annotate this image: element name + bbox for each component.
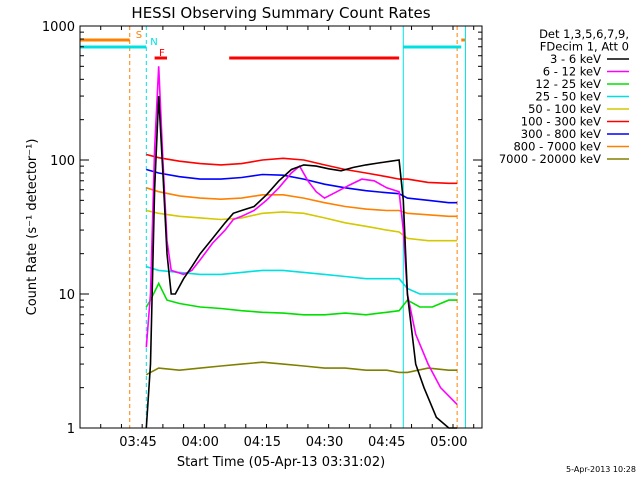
legend-entry-label: 12 - 25 keV xyxy=(535,77,601,91)
series-line xyxy=(146,153,458,185)
legend-header: FDecim 1, Att 0 xyxy=(540,40,629,54)
legend-entry-label: 50 - 100 keV xyxy=(528,102,601,116)
legend: Det 1,3,5,6,7,9,FDecim 1, Att 03 - 6 keV… xyxy=(499,27,629,166)
x-tick-label: 04:30 xyxy=(306,435,343,450)
flag-label-saa: S xyxy=(136,30,142,41)
x-tick-label: 03:45 xyxy=(119,435,156,450)
flag-label-flare: F xyxy=(159,48,165,59)
series-line xyxy=(145,96,458,429)
x-tick-label: 04:45 xyxy=(368,435,405,450)
series-line xyxy=(146,265,458,295)
y-tick-label: 100 xyxy=(50,154,75,169)
legend-entry-label: 3 - 6 keV xyxy=(550,52,601,66)
chart-title: HESSI Observing Summary Count Rates xyxy=(131,4,430,22)
y-axis: 1 10 100 1000 xyxy=(42,20,482,437)
series-line xyxy=(146,209,458,242)
x-tick-label: 05:00 xyxy=(430,435,467,450)
x-tick-label: 04:00 xyxy=(181,435,218,450)
series-line xyxy=(146,187,458,218)
legend-entry-label: 25 - 50 keV xyxy=(535,90,601,104)
legend-entry-label: 7000 - 20000 keV xyxy=(499,152,601,166)
series-line xyxy=(145,281,458,316)
y-tick-label: 1000 xyxy=(42,20,75,35)
legend-entry-label: 300 - 800 keV xyxy=(521,127,601,141)
legend-entry-label: 100 - 300 keV xyxy=(521,115,601,129)
series-line xyxy=(145,361,458,376)
series-line xyxy=(146,168,458,204)
x-tick-label: 04:15 xyxy=(244,435,281,450)
timestamp: 5-Apr-2013 10:28 xyxy=(566,465,636,474)
legend-entry-label: 800 - 7000 keV xyxy=(513,140,601,154)
x-axis-label: Start Time (05-Apr-13 03:31:02) xyxy=(177,455,385,470)
y-axis-label: Count Rate (s⁻¹ detector⁻¹) xyxy=(25,139,40,316)
legend-entry-label: 6 - 12 keV xyxy=(543,65,601,79)
plot-area: SNF xyxy=(80,26,466,429)
series-line xyxy=(145,66,458,405)
y-tick-label: 1 xyxy=(67,422,75,437)
legend-header: Det 1,3,5,6,7,9, xyxy=(539,27,629,41)
plot-frame xyxy=(79,25,483,429)
flag-label-night: N xyxy=(150,37,157,48)
y-tick-label: 10 xyxy=(58,288,75,303)
x-axis: 03:45 04:00 04:15 04:30 04:45 05:00 xyxy=(79,26,475,450)
